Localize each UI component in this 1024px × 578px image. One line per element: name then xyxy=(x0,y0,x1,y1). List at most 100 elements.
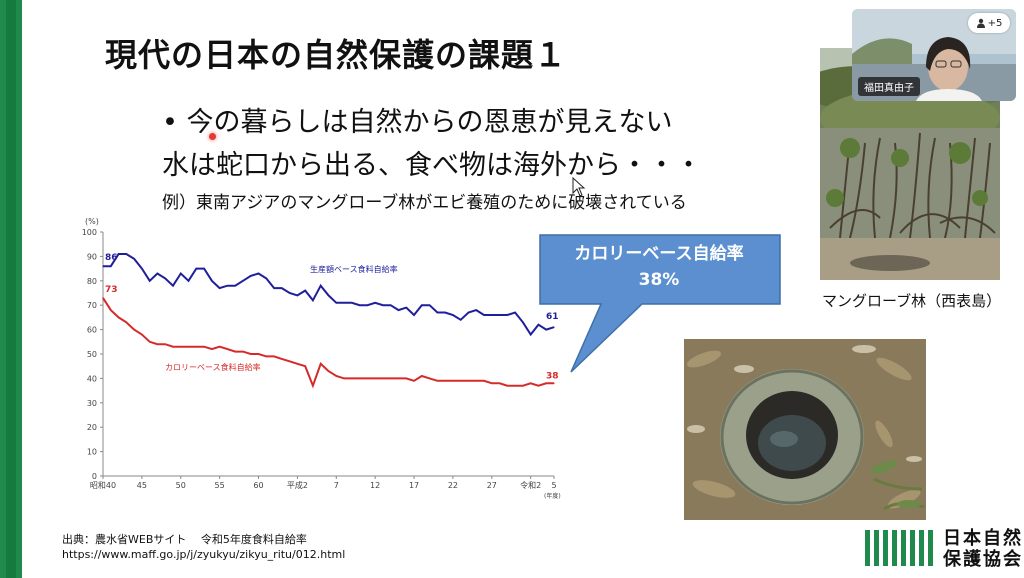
data-point xyxy=(203,346,205,348)
data-point xyxy=(118,316,120,318)
series-start-label: 86 xyxy=(105,253,118,263)
accent-bar xyxy=(0,0,22,578)
data-point xyxy=(250,275,252,277)
data-point xyxy=(211,280,213,282)
data-point xyxy=(397,309,400,311)
data-point xyxy=(467,380,470,382)
series-line-1 xyxy=(102,297,554,389)
y-tick-label: 90 xyxy=(87,252,97,261)
series-end-label: 61 xyxy=(546,312,559,322)
data-point xyxy=(203,268,205,270)
series-start-label: 73 xyxy=(105,285,118,295)
food-self-sufficiency-chart: (%) 0 10 20 30 40 50 60 70 80 90 100 昭和40 45 50 55 60 平成2… xyxy=(82,217,561,500)
data-point xyxy=(499,382,501,384)
y-tick-label: 20 xyxy=(87,423,97,432)
data-point xyxy=(242,351,244,353)
data-point xyxy=(537,385,539,387)
x-tick-label: 50 xyxy=(176,481,186,490)
data-point xyxy=(351,302,353,304)
data-point xyxy=(304,290,306,292)
data-point xyxy=(343,302,345,304)
data-point xyxy=(219,346,221,348)
y-tick-label: 60 xyxy=(87,326,97,335)
data-point xyxy=(187,280,190,282)
callout-label: カロリーベース自給率 xyxy=(574,244,744,264)
data-point xyxy=(219,287,221,289)
data-point xyxy=(444,311,446,314)
mouse-cursor-icon xyxy=(572,177,586,197)
data-point xyxy=(359,304,361,306)
data-point xyxy=(452,380,454,382)
data-point xyxy=(382,377,384,379)
data-point xyxy=(553,382,555,384)
data-point xyxy=(164,277,166,279)
data-point xyxy=(180,272,182,275)
y-tick-label: 0 xyxy=(92,472,97,481)
data-point xyxy=(537,324,539,326)
data-point xyxy=(522,321,524,323)
y-tick-label: 100 xyxy=(82,228,97,237)
data-point xyxy=(102,265,104,267)
data-point xyxy=(421,375,423,377)
data-point xyxy=(514,385,516,387)
logo-line-1: 日本自然 xyxy=(943,528,1023,549)
participant-count: +5 xyxy=(987,17,1003,29)
y-tick-label: 10 xyxy=(87,448,97,457)
data-point xyxy=(195,268,197,270)
data-point xyxy=(530,382,532,384)
data-point xyxy=(257,353,260,355)
x-tick-label: 令和2 xyxy=(520,480,541,490)
x-tick-label: 7 xyxy=(334,481,339,490)
data-point xyxy=(289,292,291,294)
data-point xyxy=(250,353,252,355)
data-point xyxy=(467,311,470,314)
source-title: 出典：農水省WEBサイト 令和5年度食料自給率 xyxy=(62,533,307,546)
x-tick-label: 昭和40 xyxy=(90,481,116,490)
callout-text: カロリーベース自給率 38% xyxy=(540,241,778,293)
data-point xyxy=(265,355,267,357)
data-point xyxy=(296,363,298,365)
data-point xyxy=(343,377,345,379)
participant-video-tile[interactable] xyxy=(852,9,1016,101)
data-point xyxy=(514,311,516,314)
series-end-label: 38 xyxy=(546,371,559,381)
data-point xyxy=(499,314,501,316)
data-point xyxy=(242,280,244,282)
data-point xyxy=(133,329,135,331)
data-point xyxy=(281,358,283,360)
data-point xyxy=(195,346,197,348)
participants-button[interactable]: +5 xyxy=(968,13,1010,33)
data-point xyxy=(545,329,547,331)
source-url: https://www.maff.go.jp/j/zyukyu/zikyu_ri… xyxy=(62,548,346,561)
data-point xyxy=(289,360,291,362)
data-point xyxy=(312,385,314,387)
data-point xyxy=(413,380,415,382)
data-point xyxy=(359,377,361,379)
x-tick-label: 22 xyxy=(448,481,458,490)
data-point xyxy=(273,355,275,357)
data-point xyxy=(327,294,330,296)
data-point xyxy=(312,299,314,301)
data-point xyxy=(281,287,283,289)
data-point xyxy=(102,297,104,299)
data-point xyxy=(460,380,462,382)
x-tick-label: 平成2 xyxy=(287,480,308,490)
x-tick-label: 5 xyxy=(551,481,556,490)
data-point xyxy=(405,307,407,309)
data-point xyxy=(335,375,337,377)
data-point xyxy=(265,277,267,279)
data-point xyxy=(149,341,151,343)
data-point xyxy=(234,351,236,353)
data-point xyxy=(156,343,158,345)
data-point xyxy=(226,348,228,350)
data-point xyxy=(366,377,368,379)
bullet-point-2: 水は蛇口から出る、食べ物は海外から・・・ xyxy=(162,150,702,181)
data-point xyxy=(234,285,236,287)
data-point xyxy=(133,258,135,260)
data-point xyxy=(421,304,423,306)
data-point xyxy=(366,304,368,306)
x-tick-label: 55 xyxy=(215,481,225,490)
data-point xyxy=(164,343,166,345)
data-point xyxy=(405,377,407,379)
data-point xyxy=(397,377,400,379)
